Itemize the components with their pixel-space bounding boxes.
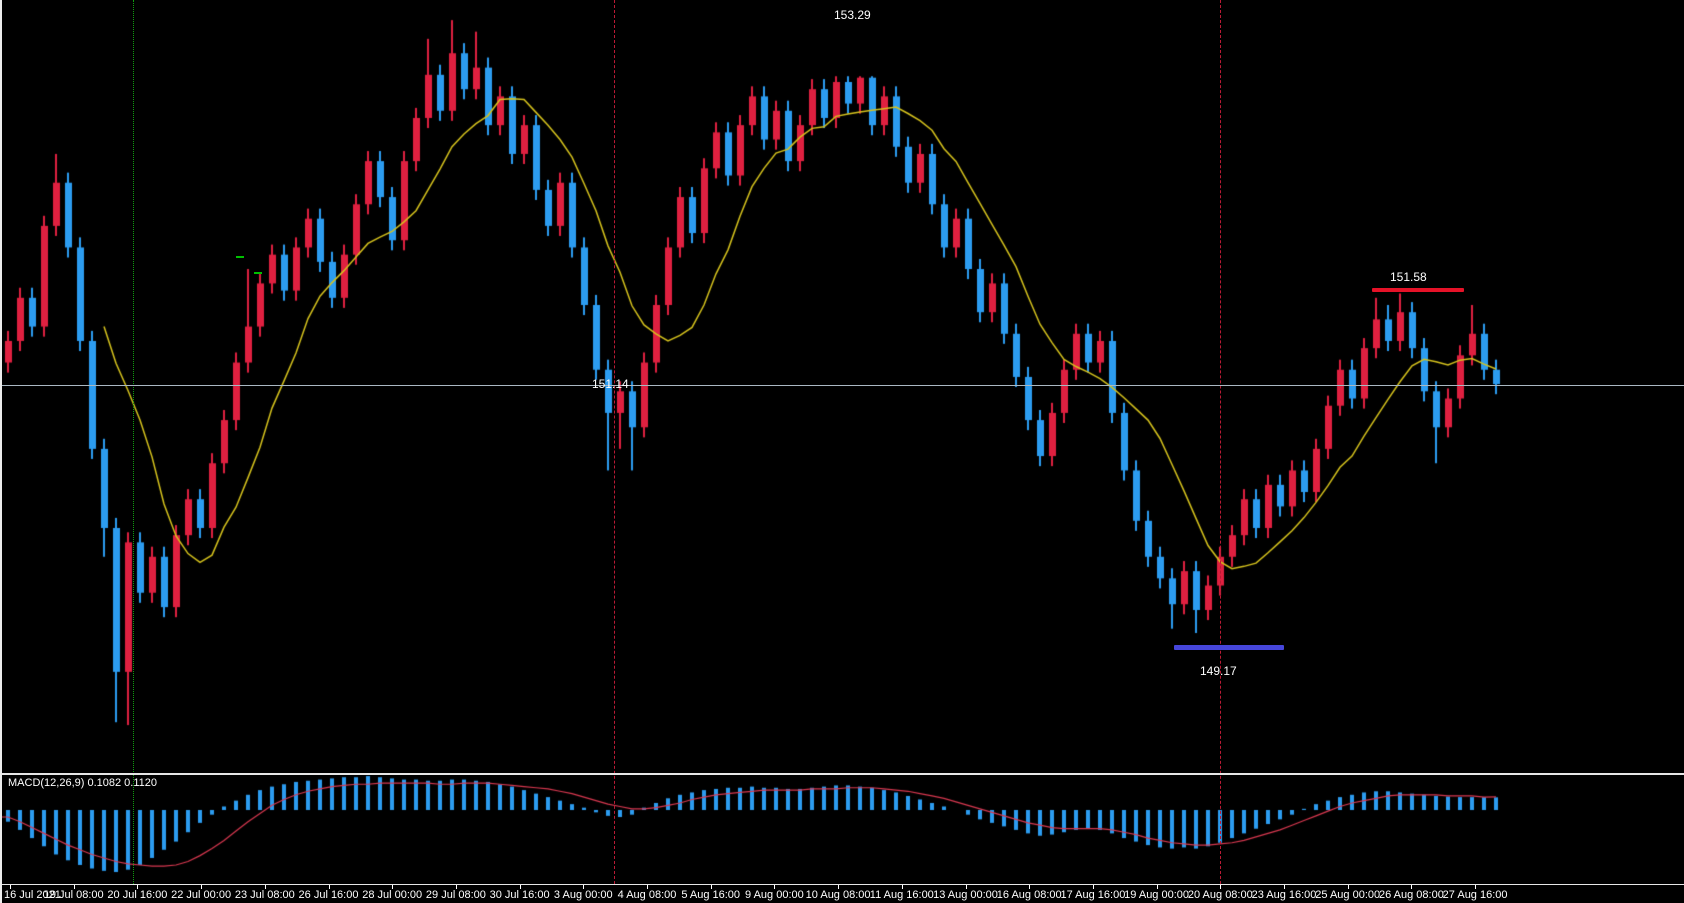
time-axis-label: 25 Aug 00:00	[1315, 889, 1381, 901]
time-axis-label: 27 Aug 16:00	[1442, 889, 1508, 901]
resistance-line[interactable]	[1372, 288, 1464, 292]
time-axis-tick	[583, 885, 585, 889]
time-axis-label: 23 Jul 08:00	[234, 889, 295, 901]
support-price-label: 149.17	[1200, 664, 1237, 678]
time-axis-label: 17 Aug 16:00	[1060, 889, 1126, 901]
doji-tick	[254, 272, 262, 274]
time-axis-tick	[1411, 885, 1413, 889]
time-axis-label: 30 Jul 16:00	[489, 889, 550, 901]
time-axis-tick	[328, 885, 330, 889]
time-axis-tick	[201, 885, 203, 889]
time-axis-tick	[1220, 885, 1222, 889]
time-axis-tick	[392, 885, 394, 889]
time-axis-tick	[264, 885, 266, 889]
time-axis-tick	[1029, 885, 1031, 889]
time-axis-label: 23 Aug 16:00	[1251, 889, 1317, 901]
time-axis-tick	[1347, 885, 1349, 889]
pane-separator[interactable]	[2, 773, 1684, 775]
axis-separator	[2, 884, 1684, 885]
time-axis-label: 3 Aug 00:00	[553, 889, 613, 901]
event-vline[interactable]	[614, 0, 615, 884]
time-axis-tick	[1156, 885, 1158, 889]
high-price-label: 153.29	[834, 8, 871, 22]
time-axis-tick	[647, 885, 648, 889]
current-price-label: 151.14	[592, 377, 629, 391]
support-line[interactable]	[1174, 645, 1284, 650]
time-axis[interactable]: 16 Jul 2021 19 Jul 08:00 20 Jul 16:00 22 Ju…	[2, 885, 1684, 903]
time-axis-label: 9 Aug 00:00	[745, 889, 804, 901]
doji-tick	[236, 256, 244, 258]
time-axis-label: 26 Jul 16:00	[298, 889, 359, 901]
time-axis-label: 4 Aug 08:00	[617, 889, 677, 901]
time-axis-tick	[519, 885, 521, 889]
time-axis-tick	[73, 885, 75, 889]
event-vline[interactable]	[1220, 0, 1221, 884]
time-axis-label: 28 Jul 00:00	[362, 889, 423, 901]
time-axis-label: 19 Aug 00:00	[1124, 889, 1190, 901]
time-axis-tick	[1475, 885, 1477, 889]
time-axis-label: 13 Aug 00:00	[933, 889, 998, 901]
current-price-line[interactable]	[2, 385, 1684, 386]
time-axis-label: 16 Aug 08:00	[996, 889, 1062, 901]
time-axis-label: 11 Aug 16:00	[869, 889, 934, 901]
time-axis-tick	[455, 885, 457, 889]
time-axis-tick	[710, 885, 712, 889]
time-axis-label: 29 Jul 08:00	[425, 889, 486, 901]
time-axis-label: 20 Jul 16:00	[107, 889, 168, 901]
time-axis-label: 20 Aug 08:00	[1187, 889, 1253, 901]
time-axis-label: 16 Jul 2021	[4, 889, 61, 901]
resistance-price-label: 151.58	[1390, 270, 1427, 284]
time-axis-label: 26 Aug 08:00	[1378, 889, 1444, 901]
time-axis-tick	[137, 885, 139, 889]
time-axis-tick	[774, 885, 776, 889]
event-vline[interactable]	[133, 0, 134, 884]
time-axis-label: 22 Jul 00:00	[171, 889, 232, 901]
time-axis-tick	[965, 885, 967, 889]
time-axis-tick	[1284, 885, 1285, 889]
time-axis-label: 5 Aug 16:00	[681, 889, 741, 901]
time-axis-tick	[901, 885, 903, 889]
time-axis-tick	[10, 885, 11, 889]
macd-indicator-label: MACD(12,26,9) 0.1082 0.1120	[8, 777, 157, 789]
time-axis-label: 10 Aug 08:00	[805, 889, 871, 901]
time-axis-label: 19 Jul 08:00	[43, 889, 104, 901]
time-axis-tick	[838, 885, 840, 889]
time-axis-tick	[1092, 885, 1094, 889]
